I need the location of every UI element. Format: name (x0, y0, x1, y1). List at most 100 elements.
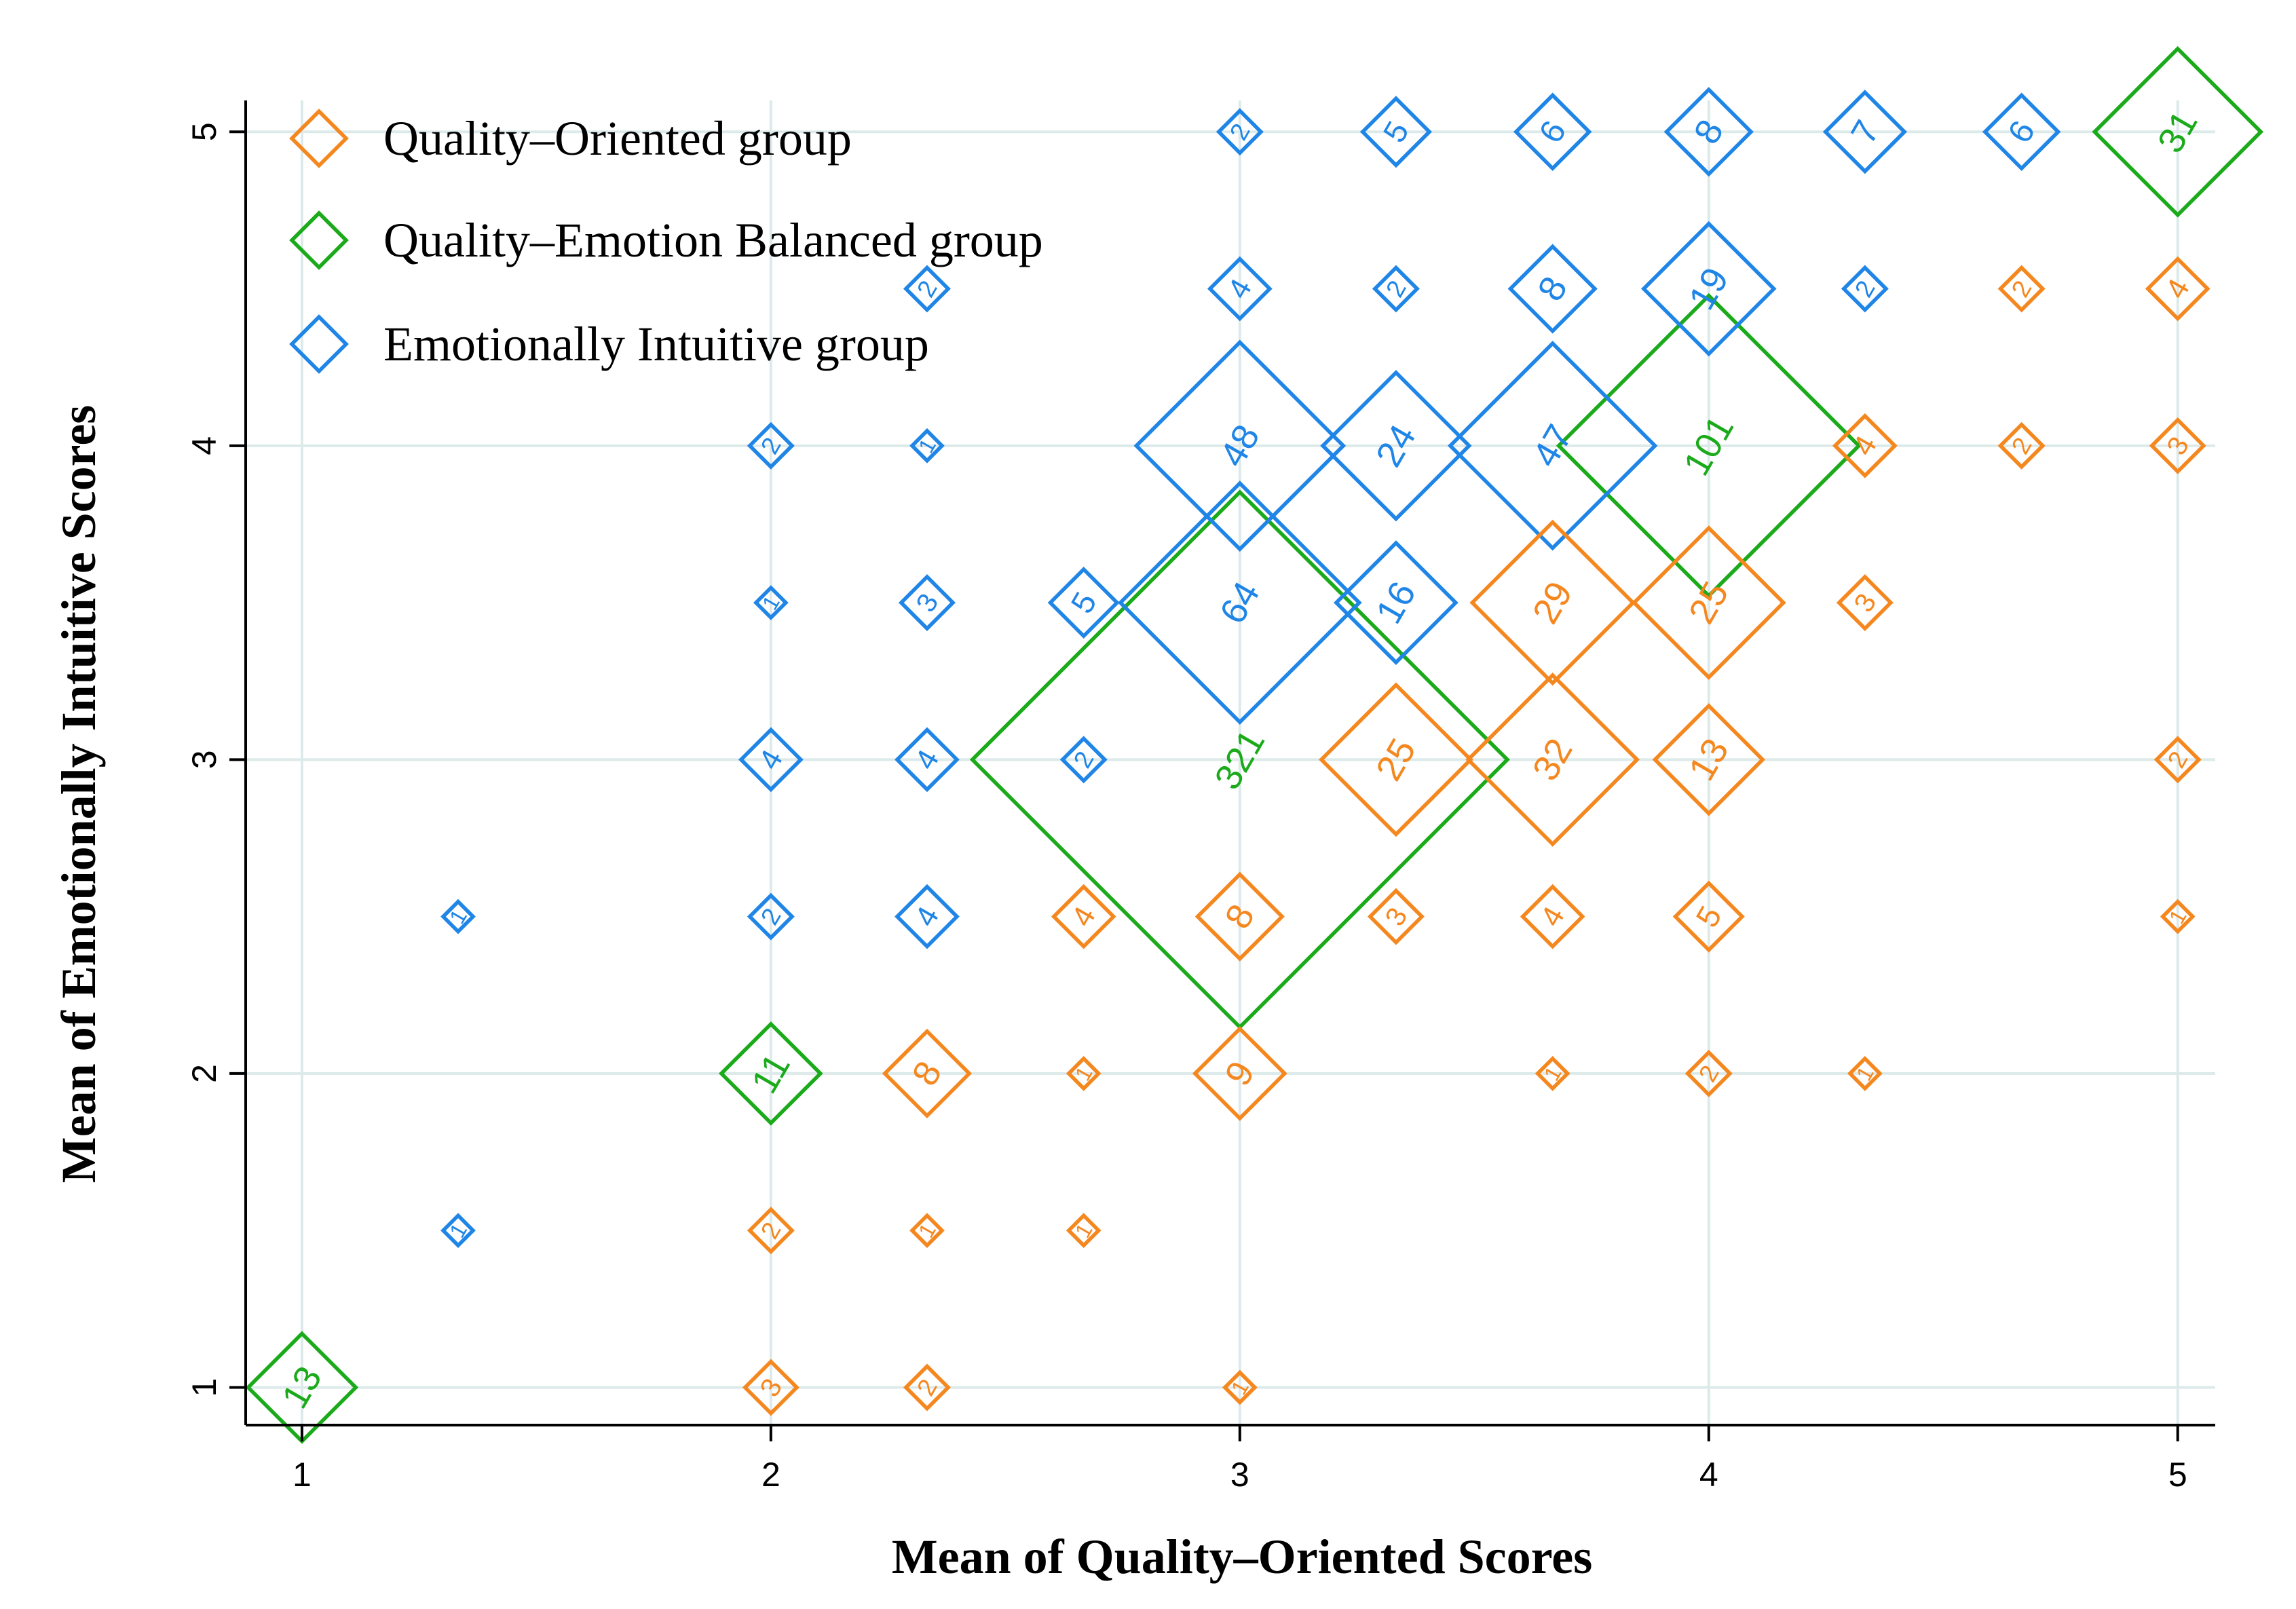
data-marker (1319, 682, 1473, 837)
data-label: 16 (1368, 575, 1424, 630)
data-label: 8 (1530, 270, 1575, 308)
data-label: 5 (1376, 115, 1416, 149)
data-marker (1847, 1056, 1883, 1091)
data-marker (1841, 265, 1889, 313)
data-label: 5 (1064, 586, 1104, 620)
data-marker (1133, 339, 1347, 552)
data-label: 3 (1847, 588, 1882, 618)
data-marker (742, 1359, 799, 1416)
data-label: 24 (1368, 418, 1424, 474)
data-marker (1672, 880, 1745, 953)
x-tick-label: 3 (1230, 1456, 1249, 1494)
data-label: 7 (1843, 113, 1887, 150)
data-marker (1982, 92, 2061, 172)
data-label: 31 (2150, 104, 2206, 159)
data-marker (1059, 736, 1108, 784)
data-label: 19 (1681, 261, 1737, 317)
data-label: 321 (1207, 723, 1273, 796)
data-label: 25 (1681, 575, 1737, 630)
y-tick-label: 5 (185, 122, 223, 141)
data-marker (2145, 256, 2210, 322)
data-marker (1507, 244, 1598, 334)
data-label: 47 (1525, 418, 1581, 474)
legend-label: Quality–Emotion Balanced group (383, 213, 1043, 267)
data-marker (1663, 87, 1754, 177)
data-marker (1997, 421, 2046, 470)
data-marker (2160, 898, 2196, 934)
data-label: 4 (909, 744, 946, 776)
data-marker (1685, 1049, 1733, 1097)
data-marker (1051, 884, 1116, 949)
data-marker (909, 428, 945, 463)
data-marker (1216, 108, 1264, 156)
data-marker (1447, 341, 1658, 551)
data-marker (1822, 90, 1907, 174)
data-marker (2153, 736, 2202, 784)
y-tick-label: 4 (185, 436, 223, 455)
x-tick-label: 5 (2168, 1456, 2187, 1494)
data-label: 48 (1212, 418, 1268, 474)
data-label: 8 (904, 1055, 949, 1093)
data-marker (738, 727, 804, 793)
axes: 1 2 3 4 5 1 2 3 4 5 (185, 100, 2215, 1494)
y-tick-label: 3 (185, 750, 223, 769)
data-marker (440, 1213, 476, 1249)
data-marker (747, 892, 795, 941)
data-marker (2149, 417, 2206, 474)
data-marker (440, 898, 476, 934)
data-marker (1222, 1369, 1258, 1405)
data-label: 13 (1681, 732, 1737, 787)
data-marker (1194, 871, 1285, 962)
data-label: 4 (1065, 901, 1102, 932)
data-label: 4 (1534, 901, 1571, 932)
y-axis-title: Mean of Emotionally Intuitive Scores (52, 405, 106, 1184)
legend-label: Quality–Oriented group (383, 111, 852, 166)
data-label: 13 (274, 1359, 330, 1415)
data-label: 25 (1368, 732, 1424, 787)
data-label: 3 (1378, 902, 1413, 931)
data-label: 4 (909, 901, 946, 932)
x-tick-label: 2 (761, 1456, 780, 1494)
data-label: 6 (2001, 115, 2042, 149)
data-marker (1513, 92, 1592, 172)
data-marker (903, 265, 951, 313)
y-tick-label: 1 (185, 1378, 223, 1397)
data-marker (1367, 888, 1425, 945)
legend-label: Emotionally Intuitive group (383, 317, 929, 371)
data-marker (898, 574, 956, 632)
data-marker (1192, 1026, 1287, 1121)
legend: Quality–Oriented group Quality–Emotion Ba… (289, 109, 1043, 374)
y-tick-label: 2 (185, 1064, 223, 1083)
data-marker (1640, 221, 1777, 357)
data-marker (1372, 265, 1420, 313)
data-label: 4 (1847, 430, 1884, 461)
data-label: 101 (1676, 409, 1742, 482)
data-marker (1556, 292, 1862, 599)
legend-swatch (289, 314, 349, 374)
data-marker (1066, 1213, 1102, 1249)
x-axis-title: Mean of Quality–Oriented Scores (892, 1530, 1593, 1584)
data-marker (1520, 884, 1585, 949)
data-marker (895, 727, 960, 793)
data-marker (1631, 525, 1786, 680)
legend-swatch (289, 210, 349, 270)
data-marker (895, 884, 960, 949)
data-marker (903, 1363, 951, 1412)
data-marker (753, 585, 789, 620)
data-label: 32 (1525, 732, 1581, 787)
data-marker (1997, 265, 2046, 313)
x-tick-label: 4 (1699, 1456, 1718, 1494)
data-marker (1047, 567, 1120, 639)
data-label: 6 (1532, 115, 1573, 149)
data-marker (1359, 96, 1432, 168)
data-label: 11 (744, 1047, 798, 1101)
data-marker (909, 1213, 945, 1249)
data-marker (1832, 413, 1898, 478)
x-tick-label: 1 (293, 1456, 312, 1494)
data-marker (2092, 45, 2264, 218)
data-marker (1652, 703, 1765, 816)
data-marker (1535, 1056, 1570, 1091)
data-marker (747, 1207, 795, 1255)
legend-swatch (289, 109, 349, 168)
